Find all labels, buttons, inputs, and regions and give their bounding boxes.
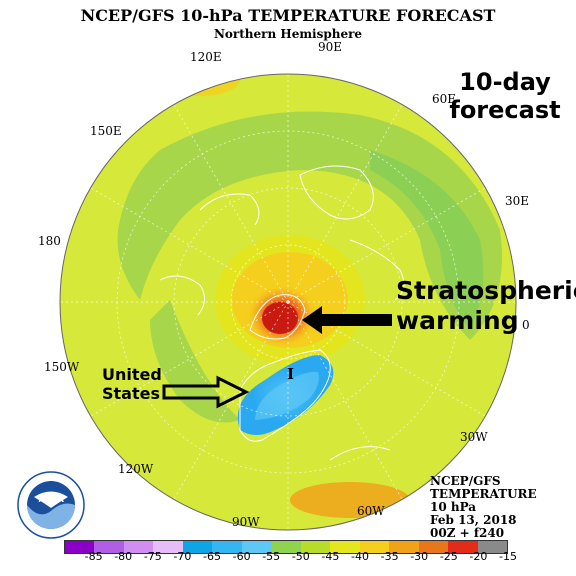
colorbar-tick-label: -60 xyxy=(232,550,251,563)
lon-label-30e: 30E xyxy=(505,194,530,208)
colorbar-tick-label: -70 xyxy=(173,550,192,563)
warming-arrow xyxy=(302,306,392,334)
noaa-logo-icon: NOAA xyxy=(17,471,85,539)
info-line-5: 00Z + f240 xyxy=(430,526,505,540)
colorbar-cell xyxy=(271,541,301,553)
warming-line-2: warming xyxy=(396,305,519,335)
info-line-2: TEMPERATURE xyxy=(430,487,537,501)
us-line-1: United xyxy=(102,365,162,384)
colorbar-tick-label: -15 xyxy=(499,550,517,563)
info-line-4: Feb 13, 2018 xyxy=(430,513,517,527)
lon-label-150e: 150E xyxy=(90,124,122,138)
lon-label-180: 180 xyxy=(38,234,61,248)
colorbar-cell xyxy=(241,541,272,553)
colorbar-cell xyxy=(65,541,95,553)
info-line-1: NCEP/GFS xyxy=(430,474,501,488)
warming-annotation: Stratospheric warming xyxy=(396,276,576,335)
colorbar-tick-label: -55 xyxy=(262,550,281,563)
colorbar-tick-label: -50 xyxy=(291,550,310,563)
coastlines xyxy=(159,165,405,461)
colorbar-cell xyxy=(182,541,213,553)
forecast-annotation: 10-day forecast xyxy=(446,68,564,125)
lon-label-150w: 150W xyxy=(44,360,80,374)
colorbar-tick-label: -35 xyxy=(380,550,399,563)
forecast-line-2: forecast xyxy=(449,96,561,125)
lon-label-120e: 120E xyxy=(190,50,222,64)
united-states-arrow xyxy=(162,375,250,409)
colorbar-tick-label: -20 xyxy=(469,550,488,563)
colorbar-cell xyxy=(330,541,360,553)
colorbar-cell xyxy=(389,541,419,553)
lon-label-90e: 90E xyxy=(318,40,343,54)
colorbar-tick-label: -75 xyxy=(143,550,162,563)
info-line-3: 10 hPa xyxy=(430,500,477,514)
colorbar-tick-label: -80 xyxy=(114,550,133,563)
colorbar-tick-label: -40 xyxy=(351,550,369,563)
lon-label-90w: 90W xyxy=(232,515,260,529)
colorbar-cell xyxy=(448,541,478,553)
colorbar-cell xyxy=(153,541,183,553)
lon-label-60e: 60E xyxy=(432,92,457,106)
lon-label-60w: 60W xyxy=(357,504,385,518)
lon-label-0: 0 xyxy=(522,318,530,332)
lon-label-120w: 120W xyxy=(118,462,154,476)
map-boundary xyxy=(59,73,517,531)
forecast-line-1: 10-day xyxy=(459,68,551,96)
warming-line-1: Stratospheric xyxy=(396,276,576,305)
colorbar-tick-label: -25 xyxy=(439,550,458,563)
colorbar xyxy=(64,540,508,554)
colorbar-cell xyxy=(359,541,390,553)
forecast-info: NCEP/GFS TEMPERATURE 10 hPa Feb 13, 2018… xyxy=(430,475,537,540)
united-states-annotation: United States xyxy=(102,365,162,404)
colorbar-tick-label: -85 xyxy=(84,550,103,563)
colorbar-cell xyxy=(300,541,331,553)
noaa-logo-text: NOAA xyxy=(38,495,64,504)
lon-label-30w: 30W xyxy=(460,430,488,444)
us-line-2: States xyxy=(102,383,160,403)
colorbar-cell xyxy=(94,541,124,553)
colorbar-tick-label: -65 xyxy=(203,550,221,563)
colorbar-tick-label: -30 xyxy=(410,550,429,563)
cold-center-marker: I xyxy=(287,365,295,383)
longitude-lines xyxy=(60,74,516,530)
page-title: NCEP/GFS 10-hPa TEMPERATURE FORECAST xyxy=(80,6,496,25)
page-subtitle: Northern Hemisphere xyxy=(213,27,363,41)
colorbar-tick-label: -45 xyxy=(321,550,340,563)
colorbar-cell xyxy=(477,541,508,553)
colorbar-cell xyxy=(123,541,154,553)
colorbar-cell xyxy=(212,541,242,553)
colorbar-cell xyxy=(418,541,449,553)
